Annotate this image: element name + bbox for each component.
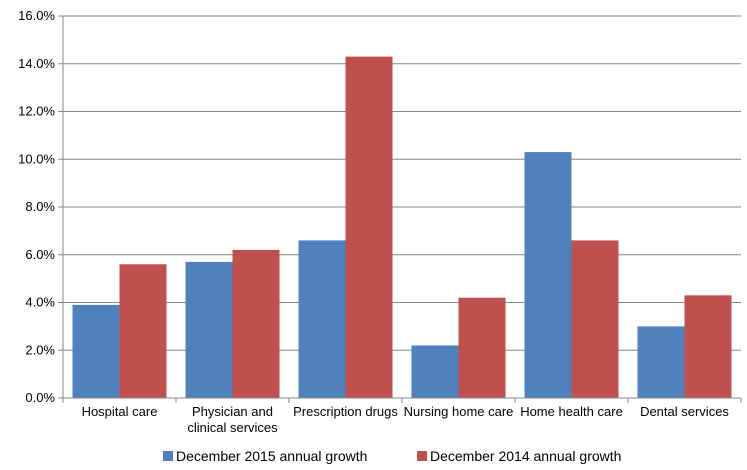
bar-dec-2015-1: [185, 261, 233, 398]
x-category-label: Home health care: [520, 404, 623, 419]
legend-label: December 2014 annual growth: [430, 448, 621, 464]
y-tick-label: 2.0%: [25, 342, 55, 357]
x-category-label: Nursing home care: [404, 404, 514, 419]
y-tick-label: 10.0%: [18, 151, 55, 166]
gridlines: [63, 15, 741, 351]
y-axis-tick-labels: 0.0% 2.0% 4.0% 6.0% 8.0% 10.0% 12.0% 14.0% 16.0%: [18, 8, 55, 405]
axes: [58, 15, 742, 403]
bar-dec-2015-4: [524, 152, 572, 398]
y-tick-label: 8.0%: [25, 199, 55, 214]
x-category-label: Dental services: [640, 404, 729, 419]
x-category-label: Physician and clinical services: [187, 404, 278, 435]
bar-dec-2014-3: [458, 297, 506, 398]
bar-dec-2014-0: [119, 264, 167, 398]
x-axis-category-labels: Hospital care Physician and clinical servi…: [82, 404, 730, 435]
bar-dec-2015-5: [637, 326, 685, 398]
bar-dec-2014-1: [232, 249, 280, 398]
bar-dec-2015-2: [298, 240, 346, 398]
bar-dec-2015-0: [72, 304, 120, 398]
bar-dec-2014-4: [571, 240, 619, 398]
legend-label: December 2015 annual growth: [176, 448, 367, 464]
legend-swatch: [163, 451, 173, 461]
bars: [72, 56, 732, 399]
bar-dec-2014-2: [345, 56, 393, 399]
y-tick-label: 4.0%: [25, 295, 55, 310]
bar-dec-2014-5: [684, 295, 732, 398]
y-tick-label: 16.0%: [18, 8, 55, 23]
y-tick-label: 0.0%: [25, 390, 55, 405]
bar-dec-2015-3: [411, 345, 459, 398]
x-category-label: Prescription drugs: [293, 404, 398, 419]
legend-swatch: [417, 451, 427, 461]
y-tick-label: 6.0%: [25, 247, 55, 262]
y-tick-label: 12.0%: [18, 104, 55, 119]
y-tick-label: 14.0%: [18, 56, 55, 71]
legend: December 2015 annual growth December 2014…: [163, 448, 621, 464]
x-category-label: Hospital care: [82, 404, 158, 419]
